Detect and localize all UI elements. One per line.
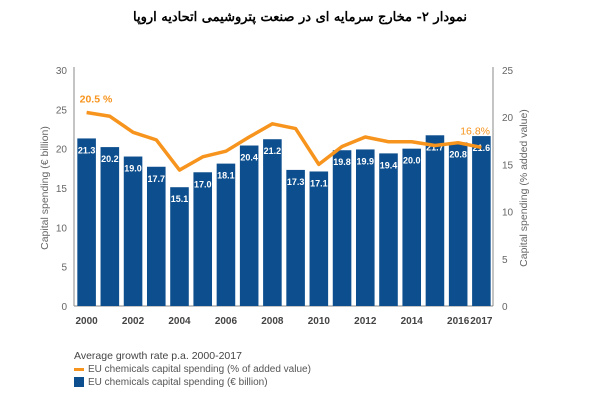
left-tick-label: 25 [56, 105, 68, 116]
bar [100, 147, 120, 306]
x-tick-label: 2010 [308, 316, 331, 327]
bar [379, 153, 398, 306]
bar-label: 15.1 [171, 194, 189, 204]
line-series [86, 110, 482, 172]
bar-label: 17.1 [310, 178, 328, 188]
bar [170, 187, 189, 306]
annotation-first: 20.5 % [80, 93, 113, 105]
right-tick-label: 15 [502, 160, 514, 171]
left-tick-label: 20 [56, 145, 68, 156]
chart-title: نمودار ۲- مخارج سرمایه ای در صنعت پتروشی… [133, 10, 467, 25]
x-tick-label: 2014 [401, 316, 424, 327]
left-tick-label: 5 [61, 263, 67, 274]
bar-label: 20.2 [101, 154, 119, 164]
bar [472, 136, 491, 306]
bar [123, 156, 143, 306]
bar-label: 21.3 [78, 145, 96, 155]
right-tick-label: 25 [502, 66, 514, 77]
legend-bar-swatch [74, 377, 84, 388]
bar [448, 142, 468, 306]
bar-label: 17.7 [148, 174, 166, 184]
right-tick-label: 20 [502, 113, 514, 124]
left-axis-label: Capital spending (€ billion) [39, 126, 51, 250]
left-tick-label: 10 [56, 223, 68, 234]
legend-item-bar: EU chemicals capital spending (€ billion… [74, 377, 268, 388]
right-tick-label: 5 [502, 255, 508, 266]
bar [402, 148, 422, 306]
x-tick-label: 2016 [447, 316, 470, 327]
x-tick-label: 2000 [75, 316, 98, 327]
legend-heading: Average growth rate p.a. 2000-2017 [74, 350, 242, 362]
x-tick-label: 2002 [122, 316, 145, 327]
bar-label: 17.0 [194, 179, 212, 189]
legend-item-line: EU chemicals capital spending (% of adde… [74, 364, 311, 375]
bar [355, 149, 375, 306]
legend-label: EU chemicals capital spending (% of adde… [88, 364, 311, 375]
bar-label: 17.3 [287, 177, 305, 187]
bar [193, 172, 213, 306]
bar [332, 150, 352, 306]
bar-label: 19.4 [380, 160, 398, 170]
annotation-last: 16.8% [460, 125, 490, 137]
x-tick-label: 2012 [354, 316, 377, 327]
bar-label: 19.8 [333, 157, 351, 167]
bar [425, 135, 445, 306]
left-tick-label: 30 [56, 66, 68, 77]
bar-label: 21.6 [473, 143, 491, 153]
bar [239, 145, 259, 306]
x-tick-label: 2008 [261, 316, 284, 327]
x-tick-label: 2004 [168, 316, 191, 327]
bar-label: 20.8 [449, 149, 467, 159]
x-tick-label: 2017 [470, 316, 493, 327]
bar-label: 19.0 [124, 164, 142, 174]
right-tick-label: 0 [502, 302, 508, 313]
bar [216, 163, 236, 306]
bar [286, 169, 305, 306]
x-tick-label: 2006 [215, 316, 238, 327]
right-axis-label: Capital spending (% added value) [518, 109, 530, 267]
right-tick-label: 10 [502, 208, 514, 219]
left-tick-label: 0 [61, 302, 67, 313]
bar-label: 20.0 [403, 156, 421, 166]
bar-label: 19.9 [357, 156, 375, 166]
legend-label: EU chemicals capital spending (€ billion… [88, 377, 268, 388]
bar-label: 21.2 [264, 146, 282, 156]
bar-label: 20.4 [240, 153, 258, 163]
bar [263, 139, 282, 306]
left-tick-label: 15 [56, 184, 68, 195]
bar [146, 166, 166, 306]
bar [309, 171, 329, 306]
bar-label: 18.1 [217, 171, 235, 181]
legend-line-swatch [74, 367, 84, 371]
bar [77, 138, 96, 306]
bar-label: 21.7 [426, 142, 444, 152]
